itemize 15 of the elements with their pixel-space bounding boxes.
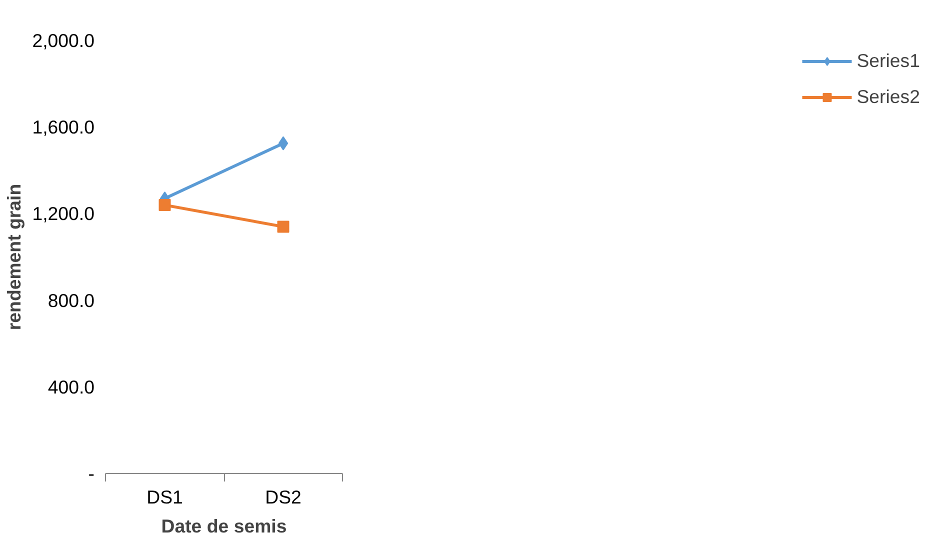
y-tick-label: -: [88, 463, 95, 484]
point: [158, 199, 171, 212]
y-tick-label: 1,600.0: [32, 116, 95, 138]
x-tick-label: DS2: [265, 486, 302, 508]
x-tick-label: DS1: [146, 486, 183, 508]
point: [277, 220, 290, 233]
y-tick-label: 400.0: [48, 376, 94, 398]
y-tick-label: 2,000.0: [32, 30, 95, 51]
y-tick-label: 800.0: [48, 290, 94, 311]
legend-label: Series2: [856, 86, 920, 108]
point: [278, 136, 288, 150]
x-axis-title: Date de semis: [161, 516, 287, 536]
legend-label: Series1: [856, 50, 920, 72]
y-axis-title: rendement grain: [3, 184, 24, 330]
y-tick-label: 1,200.0: [32, 203, 95, 224]
